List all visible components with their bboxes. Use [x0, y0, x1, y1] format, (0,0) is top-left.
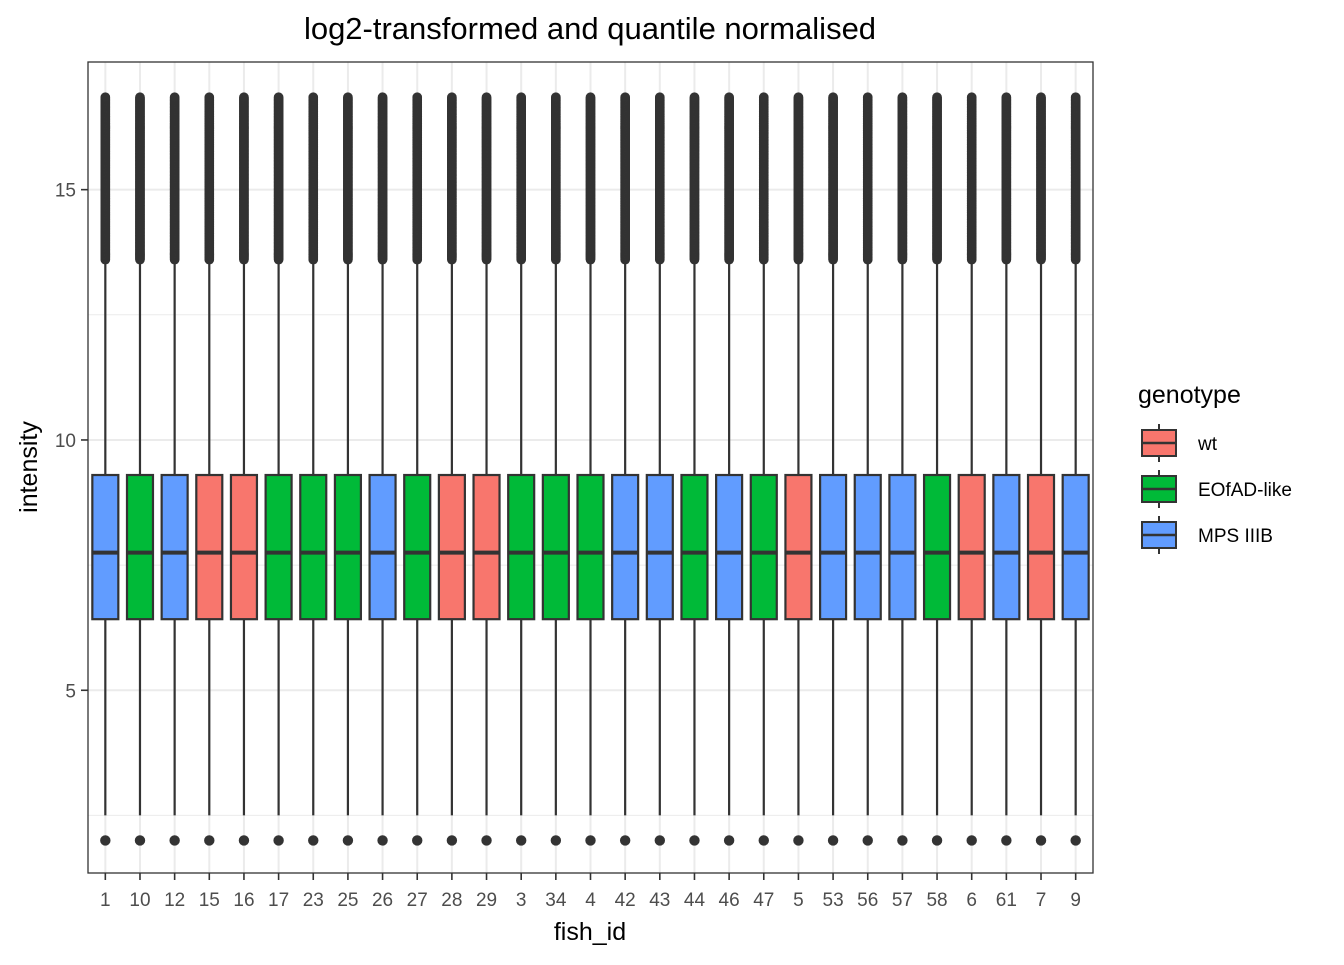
- box-rect: [578, 475, 604, 619]
- box-rect: [231, 475, 257, 619]
- outlier-point: [620, 835, 630, 845]
- outlier-point: [378, 92, 388, 102]
- box-rect: [543, 475, 569, 619]
- outlier-point: [239, 92, 249, 102]
- outlier-point: [239, 835, 249, 845]
- outlier-point: [412, 92, 422, 102]
- outlier-point: [482, 92, 492, 102]
- outlier-point: [690, 92, 700, 102]
- outlier-point: [551, 835, 561, 845]
- outlier-point: [170, 92, 180, 102]
- box-rect: [196, 475, 222, 619]
- box-rect: [751, 475, 777, 619]
- outlier-point: [308, 92, 318, 102]
- box-rect: [266, 475, 292, 619]
- outlier-point: [169, 835, 179, 845]
- box-rect: [474, 475, 500, 619]
- outlier-point: [724, 92, 734, 102]
- outlier-point: [101, 92, 111, 102]
- outlier-point: [620, 92, 630, 102]
- outlier-point: [689, 835, 699, 845]
- chart-title: log2-transformed and quantile normalised: [304, 11, 876, 46]
- plot-panel: [88, 62, 1093, 873]
- outlier-point: [585, 835, 595, 845]
- outlier-point: [343, 92, 353, 102]
- outlier-point: [759, 92, 769, 102]
- outlier-point: [551, 92, 561, 102]
- box-rect: [300, 475, 326, 619]
- outlier-point: [724, 835, 734, 845]
- outlier-point: [135, 92, 145, 102]
- outlier-point: [274, 92, 284, 102]
- outlier-point: [135, 835, 145, 845]
- outlier-point: [377, 835, 387, 845]
- outlier-point: [204, 92, 214, 102]
- outlier-point: [100, 835, 110, 845]
- box-rect: [439, 475, 465, 619]
- outlier-point: [759, 835, 769, 845]
- outlier-point: [655, 92, 665, 102]
- box-rect: [612, 475, 638, 619]
- box-rect: [716, 475, 742, 619]
- box-rect: [127, 475, 153, 619]
- box-rect: [681, 475, 707, 619]
- outlier-point: [447, 92, 457, 102]
- box-rect: [647, 475, 673, 619]
- outlier-point: [447, 835, 457, 845]
- box-rect: [162, 475, 188, 619]
- outlier-point: [655, 835, 665, 845]
- outlier-point: [308, 835, 318, 845]
- outlier-point: [586, 92, 596, 102]
- box-rect: [404, 475, 430, 619]
- outlier-point: [204, 835, 214, 845]
- outlier-point: [412, 835, 422, 845]
- outlier-point: [343, 835, 353, 845]
- outlier-point: [516, 92, 526, 102]
- box-rect: [508, 475, 534, 619]
- box-rect: [335, 475, 361, 619]
- outlier-point: [516, 835, 526, 845]
- box-rect: [92, 475, 118, 619]
- outlier-point: [481, 835, 491, 845]
- box-rect: [370, 475, 396, 619]
- outlier-point: [273, 835, 283, 845]
